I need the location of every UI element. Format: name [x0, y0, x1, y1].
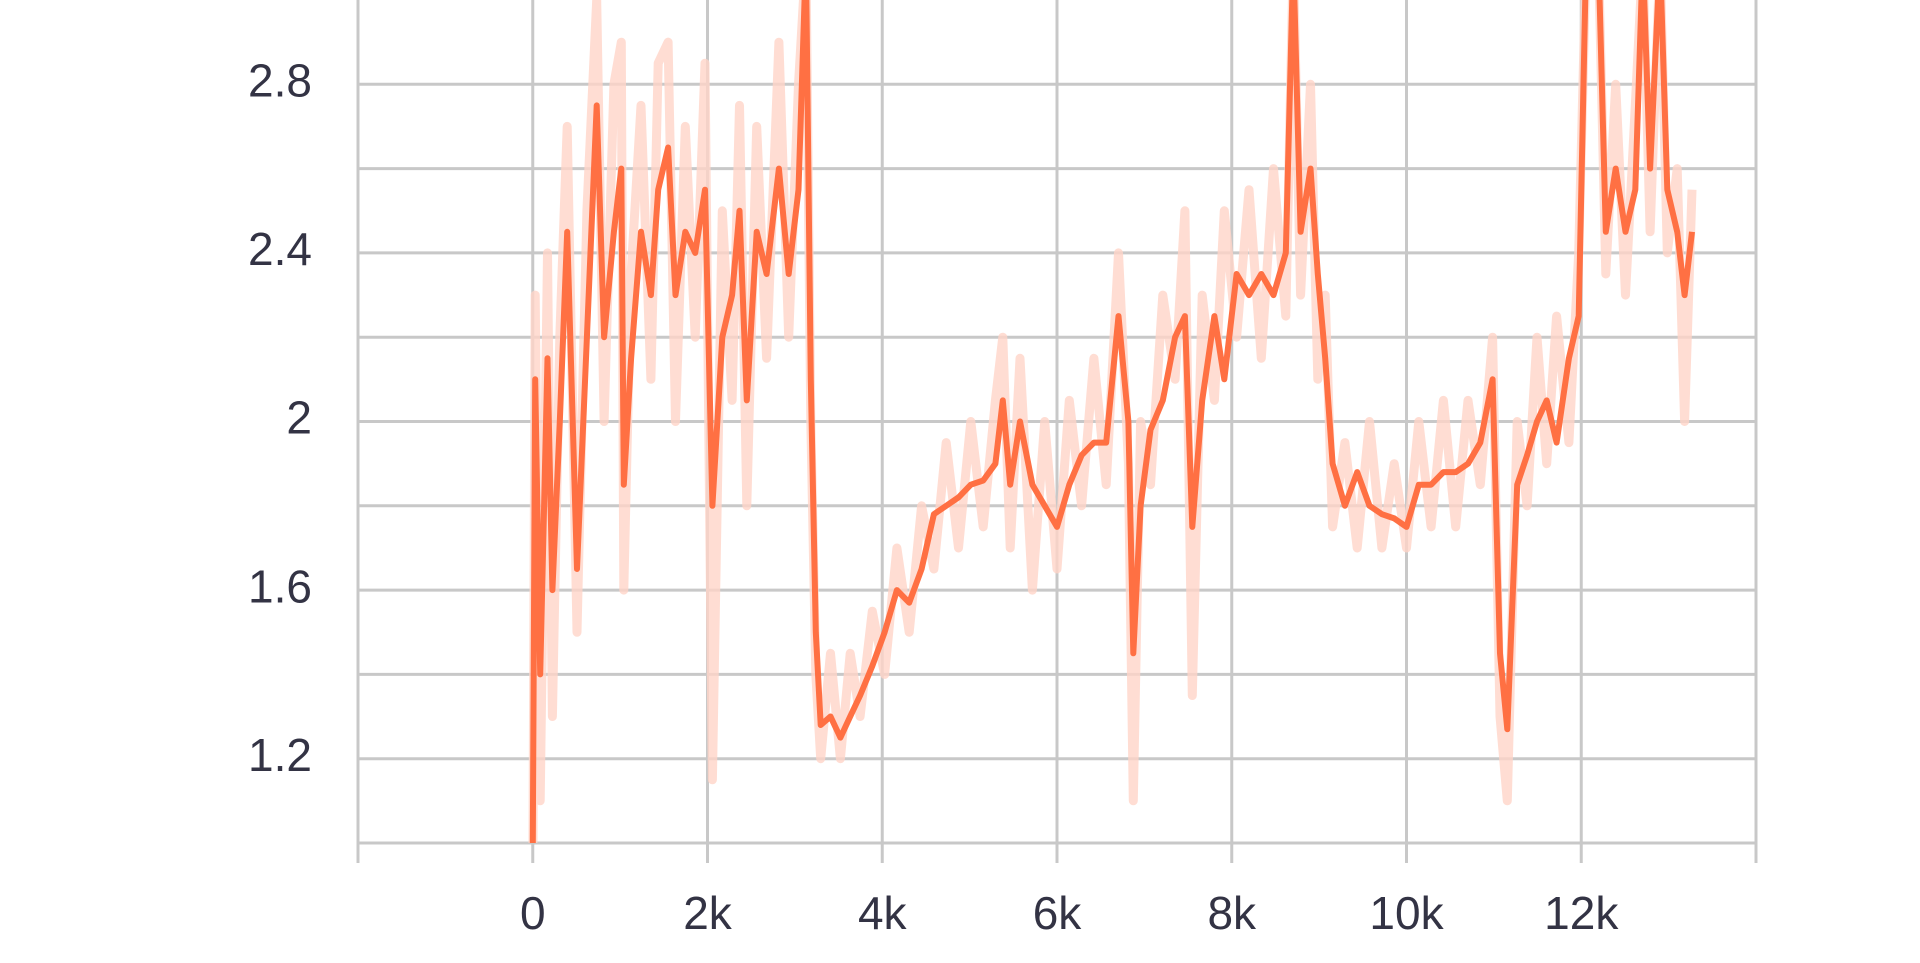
- raw-line: [528, 0, 1697, 843]
- x-tick-label: 2k: [683, 887, 733, 939]
- x-tick-label: 8k: [1207, 887, 1257, 939]
- x-tick-label: 6k: [1033, 887, 1083, 939]
- y-tick-label: 2: [286, 392, 312, 444]
- y-tick-label: 1.2: [248, 729, 312, 781]
- x-tick-label: 10k: [1369, 887, 1444, 939]
- smoothed-line: [529, 0, 1695, 843]
- y-tick-label: 2.4: [248, 223, 312, 275]
- y-tick-label: 1.6: [248, 560, 312, 612]
- x-tick-label: 0: [520, 887, 546, 939]
- x-tick-label: 4k: [858, 887, 908, 939]
- x-tick-label: 12k: [1544, 887, 1619, 939]
- y-tick-label: 2.8: [248, 54, 312, 106]
